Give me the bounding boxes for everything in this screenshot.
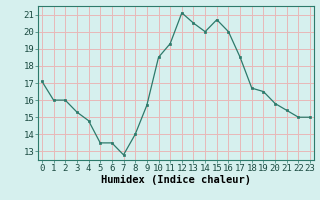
X-axis label: Humidex (Indice chaleur): Humidex (Indice chaleur) bbox=[101, 175, 251, 185]
